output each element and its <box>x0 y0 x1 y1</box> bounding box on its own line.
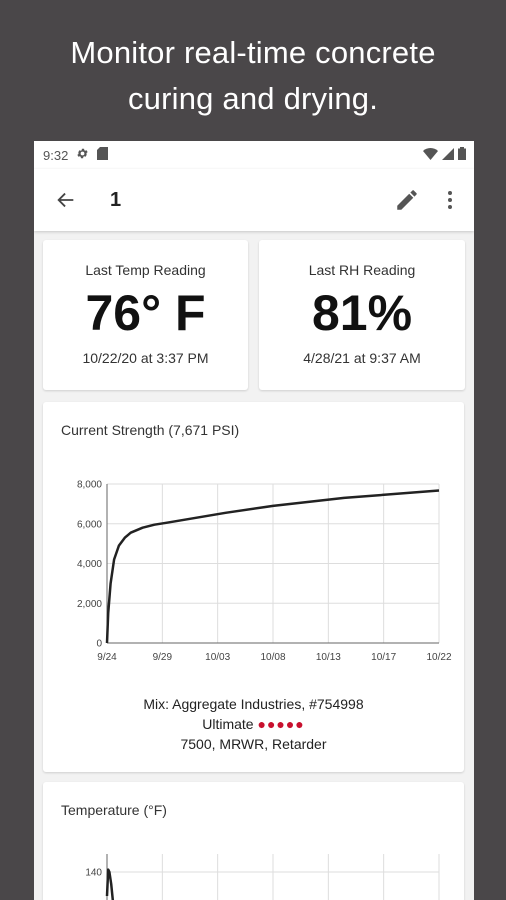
ultimate-label: Ultimate <box>202 716 254 732</box>
page-title: 1 <box>110 188 122 211</box>
strength-y-tick-label: 6,000 <box>77 519 102 530</box>
promo-heading: Monitor real-time concrete curing and dr… <box>0 30 506 122</box>
strength-x-tick-label: 10/22 <box>426 652 451 663</box>
strength-x-tick-label: 9/29 <box>153 652 173 663</box>
strength-y-tick-label: 2,000 <box>77 599 102 610</box>
strength-x-tick-label: 10/17 <box>371 652 396 663</box>
battery-icon <box>458 147 466 163</box>
temp-reading-card: Last Temp Reading 76° F 10/22/20 at 3:37… <box>43 240 248 390</box>
strength-x-tick-label: 9/24 <box>97 652 117 663</box>
temp-reading-timestamp: 10/22/20 at 3:37 PM <box>82 350 209 366</box>
rh-reading-label: Last RH Reading <box>308 262 416 278</box>
strength-y-tick-label: 0 <box>96 639 102 650</box>
phone-screen: 9:32 1 Last Temp Reading 76° F 10/22/20 … <box>34 141 474 900</box>
rh-reading-timestamp: 4/28/21 at 9:37 AM <box>303 350 421 366</box>
temp-reading-value: 76° F <box>85 285 206 341</box>
mix-info: Mix: Aggregate Industries, #754998 Ultim… <box>43 694 464 754</box>
rh-reading-card: Last RH Reading 81% 4/28/21 at 9:37 AM <box>259 240 465 390</box>
promo-line-2: curing and drying. <box>127 81 379 116</box>
temperature-y-tick-label: 140 <box>85 868 102 879</box>
wifi-icon <box>423 147 438 163</box>
temp-reading-label: Last Temp Reading <box>85 262 206 278</box>
strength-x-tick-label: 10/08 <box>260 652 285 663</box>
rh-reading-value: 81% <box>311 285 413 341</box>
ultimate-line: Ultimate ●●●●● <box>43 714 464 734</box>
temperature-chart-title: Temperature (°F) <box>61 802 167 818</box>
ultimate-rating-dots: ●●●●● <box>257 716 305 732</box>
strength-x-tick-label: 10/03 <box>205 652 230 663</box>
app-bar: 1 <box>34 169 474 231</box>
mix-line: Mix: Aggregate Industries, #754998 <box>143 696 364 712</box>
gear-icon <box>76 147 89 163</box>
more-vert-icon[interactable] <box>440 185 460 215</box>
strength-y-tick-label: 4,000 <box>77 559 102 570</box>
status-time: 9:32 <box>43 147 69 163</box>
signal-icon <box>442 147 454 163</box>
strength-card[interactable]: Current Strength (7,671 PSI) 0 2,000 4,000… <box>43 402 464 772</box>
strength-series-line <box>105 489 440 644</box>
arrow-back-icon[interactable] <box>52 186 80 214</box>
temperature-series-line <box>105 868 115 900</box>
strength-chart-title: Current Strength (7,671 PSI) <box>61 422 240 438</box>
spec-line: 7500, MRWR, Retarder <box>180 736 327 752</box>
pencil-icon[interactable] <box>392 185 422 215</box>
promo-line-1: Monitor real-time concrete <box>70 35 436 70</box>
temperature-chart: 140 <box>85 854 440 900</box>
status-bar: 9:32 <box>34 141 474 169</box>
strength-chart: 0 2,000 4,000 6,000 8,000 9/24 9/29 10/03 10/08 1… <box>77 480 452 664</box>
status-right-icons <box>423 147 466 163</box>
sd-card-icon <box>97 147 109 163</box>
temperature-card[interactable]: Temperature (°F) 140 <box>43 782 464 900</box>
strength-y-tick-label: 8,000 <box>77 480 102 491</box>
strength-x-tick-label: 10/13 <box>316 652 341 663</box>
